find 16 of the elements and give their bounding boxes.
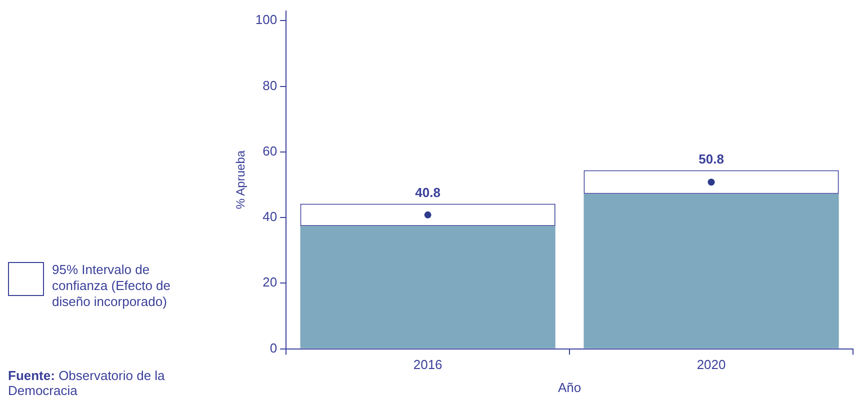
bar [584, 194, 839, 348]
bar [300, 226, 556, 348]
data-label: 50.8 [698, 151, 724, 166]
text: 95% Intervalo de confianza (Efecto de diseño incorporado) [52, 262, 172, 310]
source-note: Fuente: Observatorio de la Democracia [8, 368, 166, 398]
x-tick-label: 2020 [696, 357, 726, 372]
y-tick-label: 80 [262, 78, 278, 93]
y-tick-label: 0 [270, 340, 278, 356]
x-tick-label: 2016 [413, 357, 442, 372]
data-label: 40.8 [415, 184, 440, 200]
y-tick-label: 60 [262, 143, 278, 158]
x-axis-title: Año [558, 380, 582, 395]
y-tick-label: 20 [262, 274, 278, 290]
y-tick-label: 100 [255, 12, 278, 28]
y-tick-label: 40 [262, 209, 278, 224]
y-axis-title: % Aprueba [234, 150, 248, 210]
